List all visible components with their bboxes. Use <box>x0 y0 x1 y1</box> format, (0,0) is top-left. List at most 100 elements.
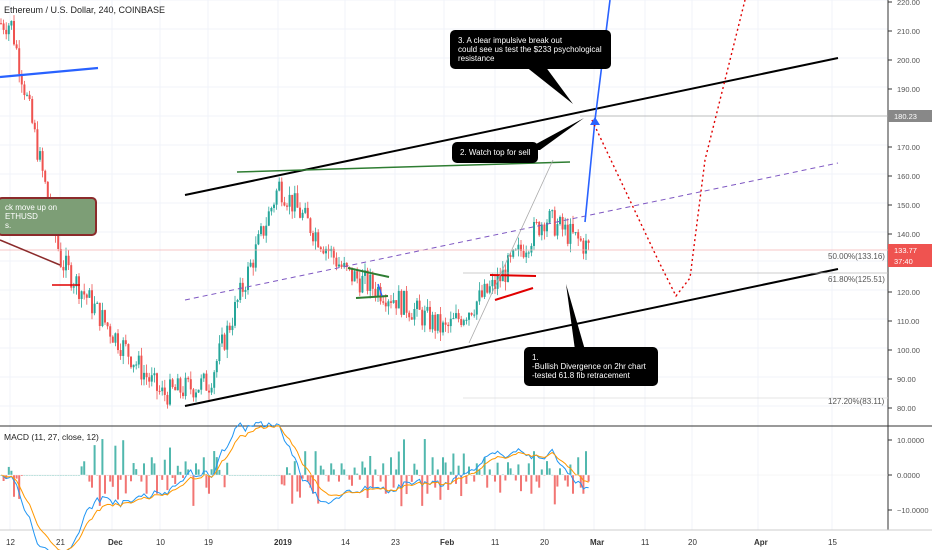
macd-histogram-bar <box>408 475 411 476</box>
macd-histogram-bar <box>18 475 21 499</box>
macd-histogram-bar <box>488 469 491 475</box>
candle-body <box>379 286 382 302</box>
macd-histogram-bar <box>340 463 343 475</box>
macd-histogram-bar <box>33 475 36 476</box>
resistance-badge-bg <box>888 110 932 122</box>
candle-body <box>520 244 522 251</box>
candle-body <box>101 310 104 327</box>
candle-body <box>338 264 340 267</box>
fib-618-label: 61.80%(125.51) <box>828 275 885 284</box>
candle-body <box>369 274 372 291</box>
green-wedge-bottom <box>355 295 389 299</box>
macd-histogram-bar <box>429 475 431 476</box>
macd-histogram-bar <box>296 475 299 492</box>
candle-body <box>579 238 582 241</box>
candle-body <box>265 225 268 236</box>
candle-body <box>46 181 49 200</box>
annotation-breakout-line: could see us test the $233 psychological <box>458 45 602 54</box>
macd-histogram-bar <box>111 475 114 487</box>
macd-histogram-bar <box>351 475 353 486</box>
candle-body <box>400 290 403 315</box>
time-tick-label: Apr <box>754 538 768 547</box>
macd-histogram-bar <box>156 475 158 494</box>
macd-histogram-bar <box>179 471 182 475</box>
macd-histogram-bar <box>96 475 99 476</box>
candle-body <box>114 333 117 343</box>
candle-body <box>7 25 10 35</box>
candle-body <box>252 262 255 268</box>
candle-body <box>260 226 262 235</box>
candle-body <box>478 290 481 302</box>
macd-histogram-bar <box>499 475 502 493</box>
macd-histogram-bar <box>171 475 174 478</box>
candle-body <box>213 372 216 388</box>
candle-body <box>468 312 470 320</box>
candle-body <box>439 314 442 333</box>
price-tick-label: 160.00 <box>897 172 920 181</box>
candle-body <box>582 240 585 254</box>
macd-histogram-bar <box>205 475 208 488</box>
candle-body <box>75 276 78 287</box>
channel-lower <box>184 268 839 407</box>
candle-body <box>117 333 119 351</box>
macd-histogram-bar <box>135 469 138 475</box>
macd-histogram-bar <box>260 475 262 476</box>
candle-body <box>23 84 26 96</box>
time-tick-label: Mar <box>590 538 604 547</box>
macd-histogram-bar <box>410 475 413 482</box>
time-tick-label: 12 <box>6 538 15 547</box>
macd-histogram-bar <box>478 469 481 475</box>
macd-histogram-bar <box>23 475 26 476</box>
candle-body <box>67 255 70 266</box>
macd-histogram-bar <box>416 469 418 475</box>
macd-histogram-bar <box>572 475 574 494</box>
macd-histogram-bar <box>507 462 509 475</box>
candle-body <box>189 379 192 390</box>
candle-body <box>488 286 491 293</box>
last-price-badge-bg <box>888 244 932 256</box>
candle-body <box>72 286 75 288</box>
macd-histogram-bar <box>405 475 408 495</box>
candle-body <box>507 255 509 282</box>
macd-histogram-bar <box>538 475 541 488</box>
candle-body <box>517 244 520 250</box>
candle-body <box>163 387 166 395</box>
macd-histogram-bar <box>20 475 23 476</box>
macd-histogram-bar <box>400 475 403 507</box>
candle-body <box>88 290 91 298</box>
macd-histogram-bar <box>306 475 309 482</box>
candle-body <box>377 286 379 297</box>
macd-histogram-bar <box>533 451 535 475</box>
candle-body <box>332 248 335 258</box>
macd-histogram-bar <box>442 457 444 475</box>
macd-histogram-bar <box>486 475 489 488</box>
countdown-badge: 37:40 <box>894 257 913 266</box>
signal-line <box>0 425 589 550</box>
candle-body <box>20 73 23 85</box>
candle-body <box>83 291 86 295</box>
candle-body <box>299 207 301 218</box>
candle-body <box>221 334 223 344</box>
macd-histogram-bar <box>2 475 5 481</box>
candle-body <box>2 23 5 30</box>
candle-body <box>179 378 182 393</box>
candle-body <box>241 282 244 292</box>
macd-histogram-bar <box>106 475 109 476</box>
candle-body <box>153 373 156 376</box>
candle-body <box>234 301 236 326</box>
macd-histogram-bar <box>483 457 486 475</box>
macd-histogram-bar <box>239 475 242 476</box>
candle-body <box>585 240 587 254</box>
candle-body <box>530 245 533 253</box>
macd-histogram-bar <box>254 475 257 476</box>
candle-body <box>254 244 257 268</box>
candle-body <box>366 270 369 291</box>
macd-histogram-bar <box>234 475 236 476</box>
price-tick-label: 220.00 <box>897 0 920 7</box>
candle-body <box>512 249 515 257</box>
candle-body <box>301 212 304 218</box>
candle-body <box>561 216 564 230</box>
candle-body <box>202 373 205 379</box>
candle-body <box>395 300 398 309</box>
macd-histogram-bar <box>475 463 478 475</box>
